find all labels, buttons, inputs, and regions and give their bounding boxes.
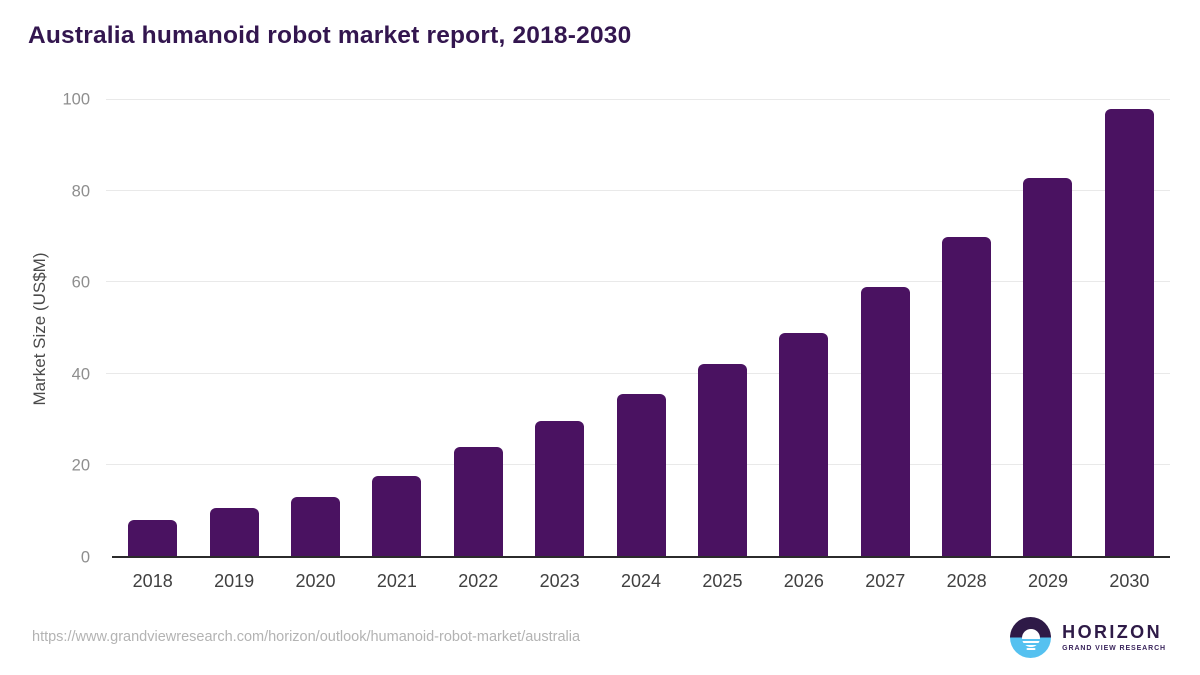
bar-column-2028: [926, 100, 1007, 556]
x-tick-label-2024: 2024: [621, 571, 662, 591]
bar-column-2030: [1089, 100, 1170, 556]
bar-column-2023: [519, 100, 600, 556]
bar-2021: [372, 476, 422, 556]
gridline: [106, 99, 1170, 100]
x-tick-label-2018: 2018: [132, 571, 173, 591]
y-tick-label: 100: [62, 90, 90, 109]
gridline: [106, 372, 1170, 374]
bar-column-2019: [193, 100, 274, 556]
x-tick-label-2027: 2027: [865, 571, 906, 591]
bar-2027: [860, 286, 910, 556]
bar-2026: [779, 332, 829, 556]
ripple-dash: [1026, 647, 1036, 650]
bar-2025: [697, 364, 747, 556]
x-tick-label-2020: 2020: [295, 571, 336, 591]
x-tick-label-2030: 2030: [1109, 571, 1150, 591]
sun-circle: [1021, 628, 1040, 647]
ripple-line: [1020, 639, 1041, 642]
bar-2022: [453, 446, 503, 556]
gridline: [106, 281, 1170, 283]
y-tick-label: 40: [71, 365, 90, 384]
logo-name: HORIZON: [1062, 621, 1162, 642]
bar-column-2024: [600, 100, 681, 556]
bar-2028: [942, 236, 992, 556]
gridline: [106, 190, 1170, 192]
bar-2020: [290, 496, 340, 556]
y-tick-label: 80: [71, 182, 90, 201]
y-tick-label: 20: [71, 456, 90, 475]
y-tick-label: 0: [80, 548, 90, 567]
bar-column-2021: [356, 100, 437, 556]
x-axis-tick-labels: 2018 2019 2020 2021 2022 2023 2024 2025 2026 2027…: [112, 560, 1170, 592]
y-axis-tick-labels: 0 20 40 60 80 100: [0, 91, 100, 567]
y-tick-label: 60: [71, 273, 90, 292]
chart-title: Australia humanoid robot market report, …: [28, 22, 632, 49]
plot-area: [106, 99, 1170, 558]
bars: [112, 100, 1170, 556]
bar-2024: [616, 394, 666, 556]
bar-column-2025: [682, 100, 763, 556]
x-tick-label-2021: 2021: [376, 571, 417, 591]
bar-column-2027: [845, 100, 926, 556]
bar-column-2020: [275, 100, 356, 556]
bar-2019: [209, 508, 259, 556]
horizon-sun-icon: [1010, 617, 1052, 658]
x-tick-label-2019: 2019: [214, 571, 255, 591]
source-url: https://www.grandviewresearch.com/horizo…: [32, 629, 581, 645]
bar-2018: [128, 519, 178, 556]
bar-column-2026: [763, 100, 844, 556]
bar-2029: [1023, 177, 1073, 556]
x-tick-label-2026: 2026: [783, 571, 824, 591]
ripple-line: [1020, 643, 1041, 646]
x-tick-label-2025: 2025: [702, 571, 743, 591]
bar-column-2029: [1007, 100, 1088, 556]
bar-column-2018: [112, 100, 193, 556]
x-tick-label-2029: 2029: [1027, 571, 1069, 591]
bar-2023: [535, 421, 585, 556]
logo-subtitle: GRAND VIEW RESEARCH: [1062, 645, 1166, 653]
x-tick-label-2022: 2022: [458, 571, 499, 591]
logo-text: HORIZON GRAND VIEW RESEARCH: [1062, 621, 1166, 653]
bar-column-2022: [438, 100, 519, 556]
x-tick-label-2028: 2028: [946, 571, 987, 591]
bar-2030: [1104, 109, 1154, 556]
x-tick-label-2023: 2023: [539, 571, 580, 591]
horizon-logo: HORIZON GRAND VIEW RESEARCH: [1010, 617, 1166, 658]
